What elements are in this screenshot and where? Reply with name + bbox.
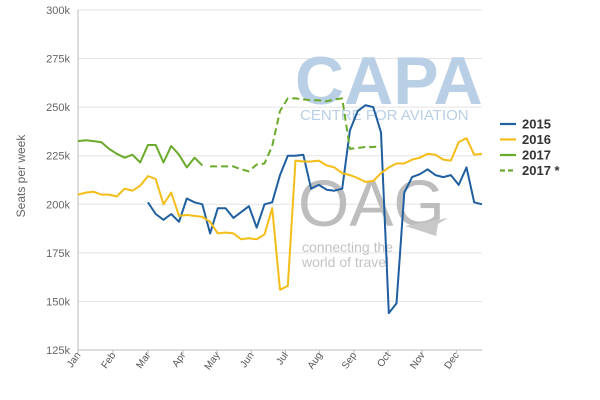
y-tick-label: 175k bbox=[46, 248, 70, 260]
x-tick-label: Jun bbox=[238, 350, 256, 370]
y-tick-label: 150k bbox=[46, 296, 70, 308]
x-tick-label: Dec bbox=[443, 350, 462, 371]
capa-watermark-subtitle: CENTRE FOR AVIATION bbox=[300, 107, 469, 124]
series-line-2016 bbox=[77, 137, 483, 291]
y-tick-label: 225k bbox=[46, 151, 70, 163]
x-tick-label: Mar bbox=[134, 350, 153, 371]
x-tick-label: Feb bbox=[100, 350, 119, 371]
legend-label: 2016 bbox=[522, 132, 551, 147]
legend-label: 2015 bbox=[522, 117, 551, 132]
oag-tagline-line1: connecting the bbox=[302, 239, 393, 255]
series-line-2017 bbox=[77, 139, 204, 169]
y-axis-label: Seats per week bbox=[14, 134, 28, 218]
x-tick-label: Sep bbox=[340, 350, 359, 371]
y-tick-label: 250k bbox=[46, 102, 70, 114]
x-tick-label: Nov bbox=[408, 350, 427, 371]
gridlines bbox=[78, 9, 482, 302]
x-tick-label: Apr bbox=[170, 350, 188, 370]
y-tick-label: 200k bbox=[46, 199, 70, 211]
oag-tagline-line2: world of travel bbox=[301, 254, 389, 270]
series-line-2015 bbox=[147, 104, 483, 315]
x-tick-label: May bbox=[203, 350, 223, 372]
x-tick-label: Jul bbox=[275, 350, 291, 367]
x-tick-label: Oct bbox=[376, 350, 394, 369]
y-tick-label: 300k bbox=[46, 5, 70, 17]
watermark-group: CAPA CENTRE FOR AVIATION OAG connecting … bbox=[295, 43, 483, 270]
x-tick-label: Aug bbox=[306, 350, 325, 371]
airplane-icon bbox=[405, 218, 448, 236]
y-tick-label: 275k bbox=[46, 54, 70, 66]
legend-label: 2017 * bbox=[522, 163, 561, 178]
capa-watermark: CAPA bbox=[295, 43, 483, 119]
y-tick-label: 125k bbox=[46, 345, 70, 357]
series-line-2017 bbox=[210, 97, 382, 173]
legend-label: 2017 bbox=[522, 148, 551, 163]
series-lines bbox=[77, 97, 483, 315]
